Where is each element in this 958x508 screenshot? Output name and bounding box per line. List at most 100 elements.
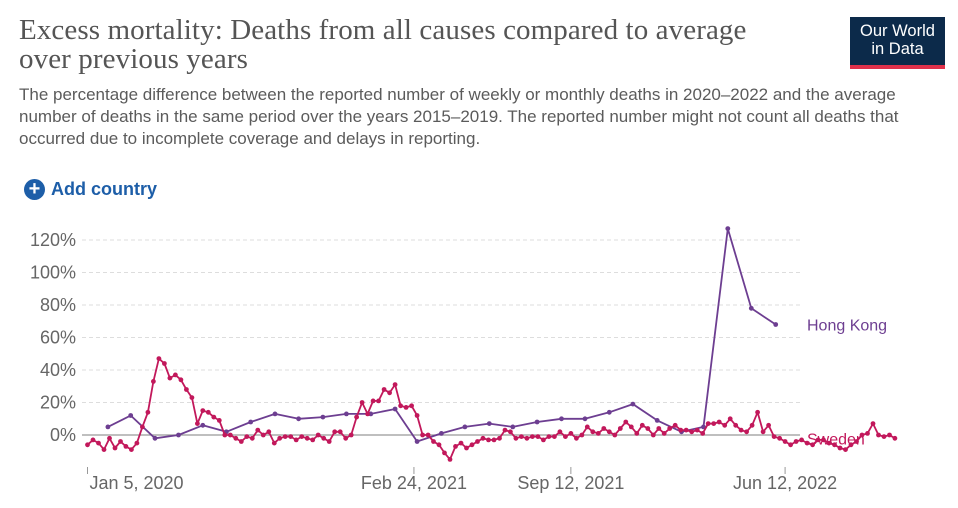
hong-kong-data-point [200,422,206,428]
hong-kong-data-point [773,322,779,327]
sweden-data-point [788,442,793,448]
sweden-data-point [689,429,695,435]
sweden-data-point [508,429,513,435]
x-tick-label: Jun 12, 2022 [733,473,837,493]
sweden-data-point [255,427,261,433]
sweden-data-point [810,442,815,448]
sweden-data-point [293,437,299,443]
sweden-data-point [453,444,458,449]
sweden-data-point [337,429,343,435]
hong-kong-data-point [152,435,158,441]
sweden-data-point [299,434,305,439]
owid-logo[interactable]: Our World in Data [850,17,945,69]
hong-kong-data-point [462,424,468,430]
sweden-data-point [348,432,354,438]
sweden-data-point [826,440,832,446]
sweden-data-point [222,432,228,438]
sweden-data-point [354,414,359,420]
hong-kong-data-point [296,416,301,422]
sweden-data-point [590,429,596,435]
x-tick-label: Feb 24, 2021 [361,473,467,493]
sweden-data-point [359,400,365,405]
y-tick-label: 40% [40,360,76,380]
sweden-data-point [722,422,728,428]
y-tick-label: 80% [40,295,76,315]
sweden-data-point [837,445,843,451]
x-tick-label: Sep 12, 2021 [517,473,624,493]
sweden-data-point [266,429,272,435]
sweden-data-point [513,435,519,441]
sweden-data-point [195,421,200,426]
sweden-data-point [760,429,766,435]
sweden-data-point [865,431,870,436]
sweden-data-point [661,431,667,436]
sweden-data-point [848,442,854,448]
sweden-data-point [409,403,414,409]
hong-kong-data-point [414,439,420,444]
sweden-data-point [431,439,436,444]
sweden-data-point [173,372,178,378]
sweden-data-point [321,435,327,441]
sweden-data-point [101,447,107,452]
hong-kong-data-point [320,414,326,420]
hong-kong-data-point [486,421,492,426]
sweden-data-point [205,409,211,415]
hong-kong-data-point [510,424,516,430]
sweden-data-point [793,439,799,444]
sweden-data-point [464,445,469,451]
sweden-data-point [656,426,662,431]
sweden-data-point [777,435,782,441]
sweden-data-point [568,431,574,436]
sweden-data-point [530,434,535,439]
sweden-data-point [755,409,760,415]
sweden-data-point [167,375,173,381]
sweden-data-point [491,437,497,443]
sweden-data-point [766,422,771,428]
sweden-data-point [123,444,129,449]
sweden-data-point [184,387,189,392]
sweden-series-label: Sweden [807,431,865,448]
sweden-data-point [557,429,563,435]
sweden-data-point [497,435,502,441]
sweden-data-point [420,432,425,438]
sweden-series-line [86,357,896,461]
y-tick-label: 20% [40,393,76,413]
logo-line-1: Our World [860,22,935,40]
sweden-data-point [782,439,788,444]
sweden-data-point [832,442,837,448]
y-tick-label: 100% [30,263,76,283]
sweden-data-point [436,442,442,448]
chart-subtitle: The percentage difference between the re… [19,85,899,148]
add-country-button[interactable]: + Add country [24,177,157,201]
sweden-data-point [129,447,134,452]
sweden-data-point [392,382,398,387]
hong-kong-data-point [128,413,134,418]
sweden-data-point [672,422,678,428]
sweden-data-point [815,437,821,443]
sweden-data-point [447,457,453,462]
add-country-label: Add country [51,178,157,199]
hong-kong-data-point [725,226,731,232]
sweden-data-point [211,414,217,420]
sweden-data-point [535,434,541,439]
sweden-data-point [887,432,892,438]
sweden-data-point [90,437,96,443]
sweden-data-point [727,416,733,422]
sweden-data-point [716,419,722,425]
sweden-data-point [343,435,349,441]
sweden-data-point [804,440,810,446]
y-tick-label: 120% [30,230,76,250]
sweden-data-point [442,450,447,456]
hong-kong-data-point [606,409,612,415]
hong-kong-data-point [344,411,349,417]
sweden-data-point [595,431,601,436]
hong-kong-data-point [748,305,754,311]
y-tick-label: 60% [40,328,76,348]
sweden-data-point [574,435,579,441]
sweden-data-point [771,434,777,439]
sweden-data-point [271,440,277,446]
hong-kong-data-point [176,432,181,438]
sweden-data-point [216,418,222,423]
hong-kong-data-point [559,416,564,422]
hong-kong-data-point [392,406,398,412]
